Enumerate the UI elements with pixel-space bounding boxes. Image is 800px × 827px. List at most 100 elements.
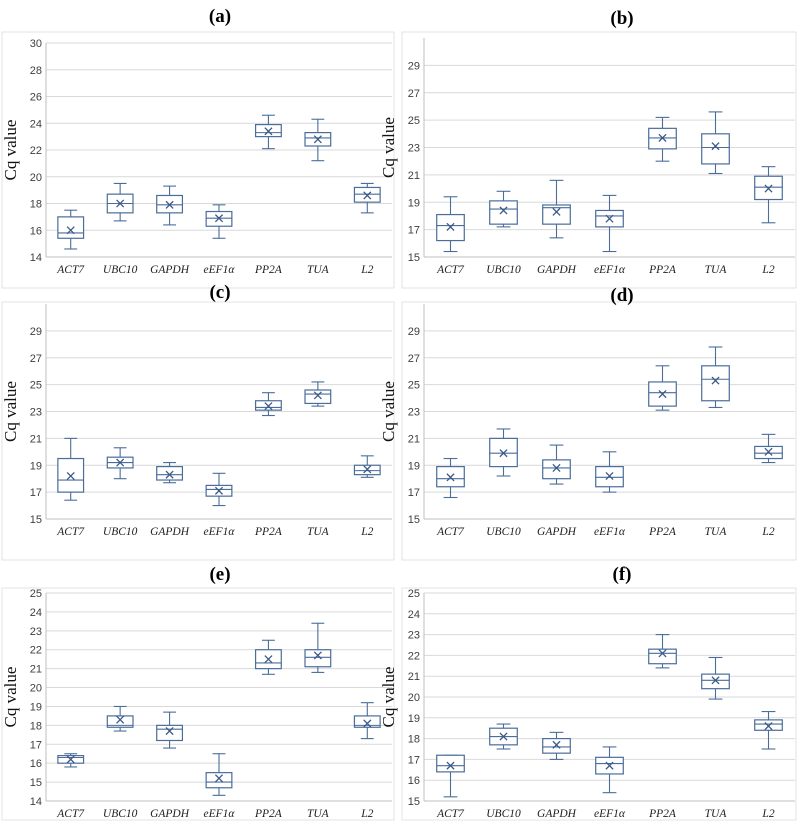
y-tick-label: 25 xyxy=(408,588,420,600)
y-tick-label: 25 xyxy=(30,380,42,392)
box-PP2A xyxy=(648,116,677,162)
mean-marker xyxy=(499,732,508,741)
y-tick-label: 20 xyxy=(30,172,42,184)
mean-marker xyxy=(446,761,455,770)
x-category-label: ACT7 xyxy=(56,808,85,820)
mean-marker xyxy=(446,222,455,231)
x-category-label: L2 xyxy=(360,264,373,276)
mean-marker xyxy=(552,207,561,216)
y-tick-label: 15 xyxy=(408,252,420,264)
y-tick-label: 25 xyxy=(408,380,420,392)
box-ACT7 xyxy=(57,753,85,768)
mean-marker xyxy=(499,449,508,458)
iqr-box xyxy=(57,216,85,239)
panel-title: (f) xyxy=(613,564,632,585)
mean-marker xyxy=(658,133,667,142)
y-tick-label: 29 xyxy=(408,326,420,338)
mean-marker xyxy=(605,761,614,770)
y-tick-label: 18 xyxy=(30,199,42,211)
x-category-label: UBC10 xyxy=(103,526,138,538)
panel-border xyxy=(401,301,797,561)
y-tick-label: 17 xyxy=(408,754,420,766)
y-tick-label: 16 xyxy=(408,775,420,787)
box-PP2A xyxy=(648,365,677,411)
y-tick-label: 28 xyxy=(30,65,42,77)
x-category-label: TUA xyxy=(705,526,728,538)
box-UBC10 xyxy=(106,705,134,732)
y-axis-label: Cq value xyxy=(1,667,20,728)
box-TUA xyxy=(701,656,730,700)
box-ACT7 xyxy=(57,437,85,501)
y-tick-label: 26 xyxy=(30,92,42,104)
y-tick-label: 24 xyxy=(30,118,42,130)
panel-title: (b) xyxy=(610,8,633,29)
y-tick-label: 25 xyxy=(30,588,42,600)
y-tick-label: 23 xyxy=(408,407,420,419)
iqr-box xyxy=(436,754,465,773)
y-tick-label: 24 xyxy=(408,609,420,621)
y-tick-label: 15 xyxy=(30,514,42,526)
y-tick-label: 21 xyxy=(408,671,420,683)
chart-panel-5: (e) 14 15 16 17 18 19 20 21 22 23 24 25 Cq value ACT7 U… xyxy=(1,564,395,821)
x-category-label: PP2A xyxy=(254,264,283,276)
box-PP2A xyxy=(254,114,282,150)
chart-panel-1: (a) 14 16 18 20 22 24 26 28 30 Cq value ACT7 UBC10 GA… xyxy=(1,6,395,289)
y-tick-label: 18 xyxy=(30,720,42,732)
box-UBC10 xyxy=(489,723,518,750)
box-ACT7 xyxy=(436,754,465,798)
x-category-label: UBC10 xyxy=(486,808,521,820)
box-L2 xyxy=(353,455,381,478)
y-tick-label: 22 xyxy=(408,650,420,662)
x-category-label: TUA xyxy=(307,808,330,820)
mean-marker xyxy=(165,726,174,736)
iqr-box xyxy=(489,200,518,225)
mean-marker xyxy=(764,184,773,193)
mean-marker xyxy=(116,458,125,467)
y-tick-label: 14 xyxy=(30,796,42,808)
mean-marker xyxy=(764,722,773,731)
panel-title: (d) xyxy=(610,285,633,306)
panel-title: (e) xyxy=(209,564,230,585)
y-tick-label: 17 xyxy=(408,225,420,237)
x-category-label: PP2A xyxy=(648,808,677,820)
x-category-label: UBC10 xyxy=(103,264,138,276)
box-eEF1α xyxy=(595,194,624,253)
y-tick-label: 23 xyxy=(30,626,42,638)
panel-border xyxy=(1,31,395,289)
iqr-box xyxy=(701,133,730,165)
y-tick-label: 25 xyxy=(408,115,420,127)
box-TUA xyxy=(701,346,730,409)
iqr-box xyxy=(156,465,184,481)
x-category-label: UBC10 xyxy=(103,808,138,820)
box-PP2A xyxy=(254,639,282,675)
y-axis-label: Cq value xyxy=(1,120,20,181)
mean-marker xyxy=(711,142,720,151)
y-tick-label: 20 xyxy=(30,683,42,695)
x-category-label: GAPDH xyxy=(537,264,577,276)
y-tick-label: 24 xyxy=(30,607,42,619)
y-tick-label: 23 xyxy=(408,143,420,155)
mean-marker xyxy=(214,486,224,495)
y-tick-label: 15 xyxy=(408,514,420,526)
chart-panel-4: (d) 15 17 19 21 23 25 27 29 Cq value ACT7 UBC10 GAPD… xyxy=(379,285,797,561)
box-PP2A xyxy=(648,634,677,669)
box-ACT7 xyxy=(57,209,85,250)
iqr-box xyxy=(156,724,184,742)
y-tick-label: 29 xyxy=(30,326,42,338)
y-tick-label: 17 xyxy=(30,739,42,751)
mean-marker xyxy=(313,135,322,144)
x-category-label: eEF1α xyxy=(594,526,626,538)
mean-marker xyxy=(552,740,561,749)
y-tick-label: 16 xyxy=(30,758,42,770)
iqr-box xyxy=(542,737,571,754)
box-eEF1α xyxy=(595,451,624,493)
panel-border xyxy=(401,587,797,821)
iqr-box xyxy=(205,772,233,789)
mean-marker xyxy=(165,470,174,479)
mean-marker xyxy=(116,715,125,724)
y-axis-label: Cq value xyxy=(1,381,20,442)
x-category-label: UBC10 xyxy=(486,526,521,538)
mean-marker xyxy=(658,389,667,399)
y-tick-label: 21 xyxy=(408,433,420,445)
box-UBC10 xyxy=(106,182,134,222)
